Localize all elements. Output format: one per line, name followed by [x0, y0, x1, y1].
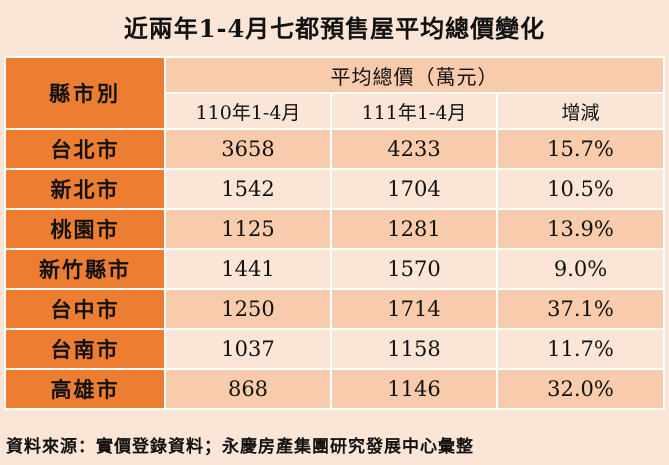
column-header-110: 110年1-4月	[164, 92, 332, 130]
table-row: 台南市 1037 1158 11.7%	[4, 328, 666, 370]
price-110: 1542	[164, 168, 332, 210]
county-name: 新北市	[4, 168, 166, 210]
county-name: 台南市	[4, 328, 166, 370]
price-110: 1125	[164, 208, 332, 250]
county-column-header: 縣市別	[4, 56, 166, 130]
price-111: 4233	[330, 128, 498, 170]
table-row: 新北市 1542 1704 10.5%	[4, 168, 666, 210]
price-111: 1570	[330, 248, 498, 290]
price-change: 11.7%	[495, 328, 666, 370]
county-name: 高雄市	[4, 368, 166, 410]
price-change: 32.0%	[495, 368, 666, 410]
price-change: 10.5%	[495, 168, 666, 210]
county-name: 台中市	[4, 288, 166, 330]
table-row: 台北市 3658 4233 15.7%	[4, 128, 666, 170]
table-row: 台中市 1250 1714 37.1%	[4, 288, 666, 330]
county-name: 新竹縣市	[4, 248, 166, 290]
price-111: 1704	[330, 168, 498, 210]
price-110: 868	[164, 368, 332, 410]
price-110: 1250	[164, 288, 332, 330]
price-change: 37.1%	[495, 288, 666, 330]
price-table: 縣市別 平均總價（萬元） 110年1-4月 111年1-4月 增減 台北市 36…	[4, 56, 666, 410]
page-title: 近兩年1-4月七都預售屋平均總價變化	[123, 13, 546, 43]
price-change: 9.0%	[495, 248, 666, 290]
price-change: 15.7%	[495, 128, 666, 170]
price-110: 3658	[164, 128, 332, 170]
avg-price-group-header: 平均總價（萬元）	[163, 56, 666, 94]
table-row: 新竹縣市 1441 1570 9.0%	[4, 248, 666, 290]
price-110: 1037	[164, 328, 332, 370]
county-name: 台北市	[4, 128, 166, 170]
price-111: 1281	[330, 208, 498, 250]
source-note: 資料來源：實價登錄資料；永慶房產集團研究發展中心彙整	[6, 436, 474, 457]
table-row: 高雄市 868 1146 32.0%	[4, 368, 666, 410]
column-header-change: 增減	[495, 92, 666, 130]
price-111: 1158	[330, 328, 498, 370]
price-110: 1441	[164, 248, 332, 290]
price-111: 1146	[330, 368, 498, 410]
table-row: 桃園市 1125 1281 13.9%	[4, 208, 666, 250]
price-111: 1714	[330, 288, 498, 330]
column-header-111: 111年1-4月	[330, 92, 498, 130]
price-change: 13.9%	[495, 208, 666, 250]
county-name: 桃園市	[4, 208, 166, 250]
